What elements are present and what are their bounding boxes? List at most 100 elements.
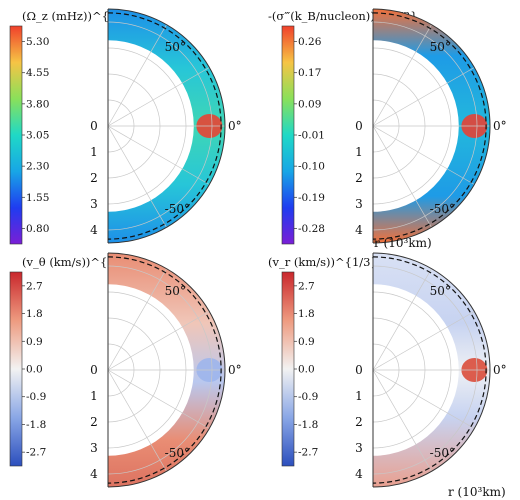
panel-v-theta: (v_θ (km/s))^{1/3} 2.7 1.8 0.9 0.0 -0.9 -1.8 -… — [9, 252, 242, 488]
colorbar-tick-label: 2.7 — [26, 280, 43, 292]
colorbar-tick-label: 3.80 — [26, 98, 49, 110]
outer-boundary — [107, 8, 226, 244]
colorbar: 2.7 1.8 0.9 0.0 -0.9 -1.8 -2.7 — [281, 271, 318, 467]
colorbar: 5.30 4.55 3.80 3.05 2.30 1.55 0.80 — [9, 25, 49, 245]
grid-radial — [372, 369, 432, 472]
colorbar-tick-label: -0.9 — [298, 391, 318, 403]
r-tick-label: 3 — [355, 197, 363, 211]
angle-tick-label: 0° — [493, 119, 507, 133]
colorbar-bar — [281, 271, 295, 467]
r-tick-label: 0 — [90, 363, 98, 377]
outer-boundary — [107, 252, 226, 488]
polar-plot: 0 1 2 3 4 50° 0° -50° — [90, 8, 242, 244]
angle-tick-label: -50° — [165, 446, 190, 460]
grid-radial — [107, 311, 210, 371]
colorbar-title: (Ω_z (mHz))^{1/3} — [22, 9, 135, 23]
grid-radial — [107, 24, 167, 127]
r-tick-label: 0 — [90, 119, 98, 133]
colorbar-tick-label: -1.8 — [26, 419, 46, 431]
grid-radial — [372, 311, 475, 371]
colorbar-tick-label: -2.7 — [298, 447, 318, 459]
shell-field — [108, 253, 225, 487]
r-tick-label: 0 — [355, 363, 363, 377]
r-tick-label: 4 — [355, 223, 363, 237]
r-tick-label: 4 — [355, 467, 363, 481]
grid-radial — [107, 369, 210, 429]
colorbar-bar — [9, 271, 23, 467]
colorbar-tick-label: 1.8 — [26, 308, 43, 320]
dashed-radius — [372, 12, 487, 240]
angle-tick-label: 50° — [165, 284, 186, 298]
colorbar: 2.7 1.8 0.9 0.0 -0.9 -1.8 -2.7 — [9, 271, 46, 467]
outer-boundary — [372, 8, 491, 244]
colorbar-title: (v_θ (km/s))^{1/3} — [22, 255, 133, 269]
angle-tick-label: -50° — [430, 446, 455, 460]
r-tick-label: 1 — [90, 145, 98, 159]
grid-radial — [107, 67, 210, 127]
colorbar-tick-label: -0.10 — [298, 161, 325, 173]
r-tick-label: 3 — [355, 441, 363, 455]
colorbar-tick-label: -2.7 — [26, 447, 46, 459]
colorbar-tick-label: 4.55 — [26, 67, 49, 79]
angle-tick-label: 0° — [493, 363, 507, 377]
r-tick-label: 4 — [90, 467, 98, 481]
grid-radial — [107, 125, 210, 185]
polar-plot: 0 1 2 3 4 50° 0° -50° — [355, 252, 507, 488]
grid-radial — [107, 125, 167, 228]
r-tick-label: 1 — [355, 145, 363, 159]
colorbar-tick-label: 0.17 — [298, 67, 321, 79]
panel-omega-z: (Ω_z (mHz))^{1/3} 5.30 4.55 3.80 3.05 2.30 1.… — [9, 8, 242, 245]
polar-plot: 0 1 2 3 4 50° 0° -50° — [90, 252, 242, 488]
colorbar-tick-label: 1.8 — [298, 308, 315, 320]
grid-radial — [107, 369, 167, 472]
angle-tick-label: 50° — [430, 284, 451, 298]
r-tick-label: 3 — [90, 197, 98, 211]
r-axis-label: r (10³km) — [448, 485, 506, 499]
colorbar: 0.26 0.17 0.09 -0.01 -0.10 -0.19 -0.28 — [281, 25, 325, 245]
grid-radial — [372, 125, 432, 228]
colorbar-tick-label: 1.55 — [26, 192, 49, 204]
angle-tick-label: 0° — [228, 119, 242, 133]
colorbar-tick-label: 3.05 — [26, 130, 49, 142]
r-tick-label: 1 — [90, 389, 98, 403]
colorbar-tick-label: -0.19 — [298, 192, 325, 204]
grid-radial — [372, 268, 432, 371]
colorbar-tick-label: 0.0 — [26, 364, 43, 376]
r-tick-label: 4 — [90, 223, 98, 237]
r-tick-label: 2 — [90, 171, 98, 185]
colorbar-tick-label: -0.28 — [298, 223, 325, 235]
grid-radial — [107, 268, 167, 371]
colorbar-tick-label: 0.0 — [298, 364, 315, 376]
colorbar-tick-label: 0.9 — [298, 336, 315, 348]
dashed-radius — [107, 256, 222, 484]
angle-tick-label: 0° — [228, 363, 242, 377]
colorbar-tick-label: -0.01 — [298, 130, 325, 142]
colorbar-bar — [281, 25, 295, 245]
polar-plot: 0 1 2 3 4 50° 0° -50° — [355, 8, 507, 244]
colorbar-tick-label: 2.7 — [298, 280, 315, 292]
r-tick-label: 1 — [355, 389, 363, 403]
dashed-radius — [107, 12, 222, 240]
grid-radial — [372, 24, 432, 127]
r-tick-label: 2 — [90, 415, 98, 429]
angle-tick-label: -50° — [165, 202, 190, 216]
grid-radial — [372, 67, 475, 127]
shell-field — [373, 9, 490, 243]
colorbar-tick-label: 0.09 — [298, 98, 321, 110]
colorbar-tick-label: 0.9 — [26, 336, 43, 348]
shell-field — [373, 253, 490, 487]
r-tick-label: 0 — [355, 119, 363, 133]
r-axis-label: r (10³km) — [374, 236, 432, 250]
colorbar-tick-label: -1.8 — [298, 419, 318, 431]
panel-v-r: (v_r (km/s))^{1/3} 2.7 1.8 0.9 0.0 -0.9 -1.8 -… — [268, 252, 507, 499]
dashed-radius — [372, 256, 487, 484]
colorbar-bar — [9, 25, 23, 245]
grid-radial — [372, 369, 475, 429]
panel-sigma: -(σ‴(k_B/nucleon))^{1/3} 0.260.170.09-0.… — [268, 8, 507, 250]
shell-field — [108, 9, 225, 243]
colorbar-tick-label: 0.80 — [26, 223, 49, 235]
angle-tick-label: 50° — [165, 40, 186, 54]
outer-boundary — [372, 252, 491, 488]
r-tick-label: 2 — [355, 415, 363, 429]
